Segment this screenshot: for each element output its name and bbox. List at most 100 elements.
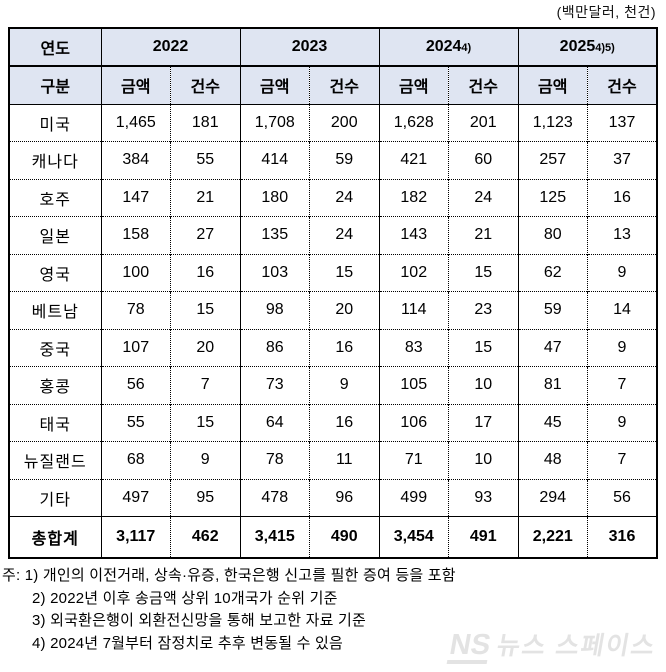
total-row: 총합계 3,117 462 3,415 490 3,454 491 2,221 316 [9, 516, 658, 558]
amount-cell: 1,123 [518, 104, 588, 142]
amount-cell: 421 [379, 141, 449, 179]
count-cell: 491 [448, 516, 519, 558]
count-cell: 21 [170, 179, 241, 217]
count-cell: 10 [448, 441, 519, 479]
amount-cell: 135 [240, 216, 310, 254]
amount-cell: 158 [101, 216, 171, 254]
amount-cell: 497 [101, 479, 171, 517]
amount-cell: 125 [518, 179, 588, 217]
amount-cell: 48 [518, 441, 588, 479]
amount-cell: 45 [518, 404, 588, 442]
amount-cell: 1,628 [379, 104, 449, 142]
count-cell: 15 [170, 404, 241, 442]
amount-header: 금액 [379, 66, 449, 104]
amount-cell: 106 [379, 404, 449, 442]
count-cell: 490 [309, 516, 380, 558]
amount-header: 금액 [240, 66, 310, 104]
amount-cell: 80 [518, 216, 588, 254]
amount-cell: 73 [240, 366, 310, 404]
amount-cell: 107 [101, 329, 171, 367]
amount-cell: 62 [518, 254, 588, 292]
count-cell: 20 [309, 291, 380, 329]
country-label: 일본 [9, 216, 102, 254]
amount-cell: 100 [101, 254, 171, 292]
count-cell: 55 [170, 141, 241, 179]
amount-cell: 182 [379, 179, 449, 217]
total-label: 총합계 [9, 516, 102, 558]
amount-cell: 143 [379, 216, 449, 254]
count-cell: 37 [587, 141, 658, 179]
count-cell: 56 [587, 479, 658, 517]
count-cell: 96 [309, 479, 380, 517]
country-label: 기타 [9, 479, 102, 517]
amount-cell: 83 [379, 329, 449, 367]
year-text: 2025 [559, 38, 596, 55]
year-text: 2024 [425, 38, 462, 55]
table-body: 미국 1,465 181 1,708 200 1,628 201 1,123 137 캐나다 384… [9, 104, 658, 558]
count-cell: 181 [170, 104, 241, 142]
count-cell: 9 [309, 366, 380, 404]
count-cell: 11 [309, 441, 380, 479]
count-cell: 7 [587, 366, 658, 404]
year-footnote-ref: 4)5) [595, 42, 615, 54]
year-header-2023: 2023 [240, 28, 380, 66]
count-cell: 24 [309, 216, 380, 254]
category-label-cell: 구분 [9, 66, 102, 104]
count-cell: 7 [587, 441, 658, 479]
count-cell: 15 [309, 254, 380, 292]
table-row: 홍콩 56 7 73 9 105 10 81 7 [9, 366, 658, 404]
remittance-table: 연도 2022 2023 20244) 20254)5) 구분 금액 건수 금액… [8, 27, 658, 559]
footnote-line: 2) 2022년 이후 송금액 상위 10개국가 순위 기준 [32, 589, 338, 607]
footnote-line: 3) 외국환은행이 외환전신망을 통해 보고한 자료 기준 [32, 612, 366, 629]
count-header: 건수 [309, 66, 380, 104]
amount-cell: 105 [379, 366, 449, 404]
footnotes: 주: 1) 개인의 이전거래, 상속·유증, 한국은행 신고를 필한 증여 등을… [2, 565, 662, 655]
count-header: 건수 [448, 66, 519, 104]
amount-cell: 86 [240, 329, 310, 367]
amount-cell: 478 [240, 479, 310, 517]
count-cell: 16 [587, 179, 658, 217]
amount-cell: 294 [518, 479, 588, 517]
count-cell: 9 [587, 329, 658, 367]
amount-cell: 55 [101, 404, 171, 442]
amount-cell: 1,465 [101, 104, 171, 142]
count-cell: 9 [170, 441, 241, 479]
amount-cell: 414 [240, 141, 310, 179]
count-cell: 462 [170, 516, 241, 558]
amount-cell: 81 [518, 366, 588, 404]
country-label: 뉴질랜드 [9, 441, 102, 479]
count-cell: 10 [448, 366, 519, 404]
count-cell: 200 [309, 104, 380, 142]
count-header: 건수 [587, 66, 658, 104]
logo-ns-mark: NS [446, 629, 493, 664]
amount-cell: 3,117 [101, 516, 171, 558]
table-row: 일본 158 27 135 24 143 21 80 13 [9, 216, 658, 254]
count-header: 건수 [170, 66, 241, 104]
count-cell: 15 [170, 291, 241, 329]
amount-cell: 3,415 [240, 516, 310, 558]
count-cell: 27 [170, 216, 241, 254]
table-row: 베트남 78 15 98 20 114 23 59 14 [9, 291, 658, 329]
news-space-logo: NS뉴스 스페이스 [446, 626, 659, 664]
year-footnote-ref: 4) [461, 42, 472, 54]
amount-cell: 78 [240, 441, 310, 479]
country-label: 캐나다 [9, 141, 102, 179]
amount-cell: 98 [240, 291, 310, 329]
footnote-line: 4) 2024년 7월부터 잠정치로 추후 변동될 수 있음 [32, 634, 344, 652]
amount-cell: 147 [101, 179, 171, 217]
count-cell: 9 [587, 404, 658, 442]
year-header-row: 연도 2022 2023 20244) 20254)5) [9, 28, 658, 66]
amount-cell: 3,454 [379, 516, 449, 558]
country-label: 영국 [9, 254, 102, 292]
amount-cell: 384 [101, 141, 171, 179]
count-cell: 16 [309, 404, 380, 442]
count-cell: 15 [448, 329, 519, 367]
country-label: 미국 [9, 104, 102, 142]
year-label-cell: 연도 [9, 28, 102, 66]
amount-cell: 59 [518, 291, 588, 329]
amount-header: 금액 [101, 66, 171, 104]
amount-cell: 78 [101, 291, 171, 329]
amount-header: 금액 [518, 66, 588, 104]
amount-cell: 47 [518, 329, 588, 367]
